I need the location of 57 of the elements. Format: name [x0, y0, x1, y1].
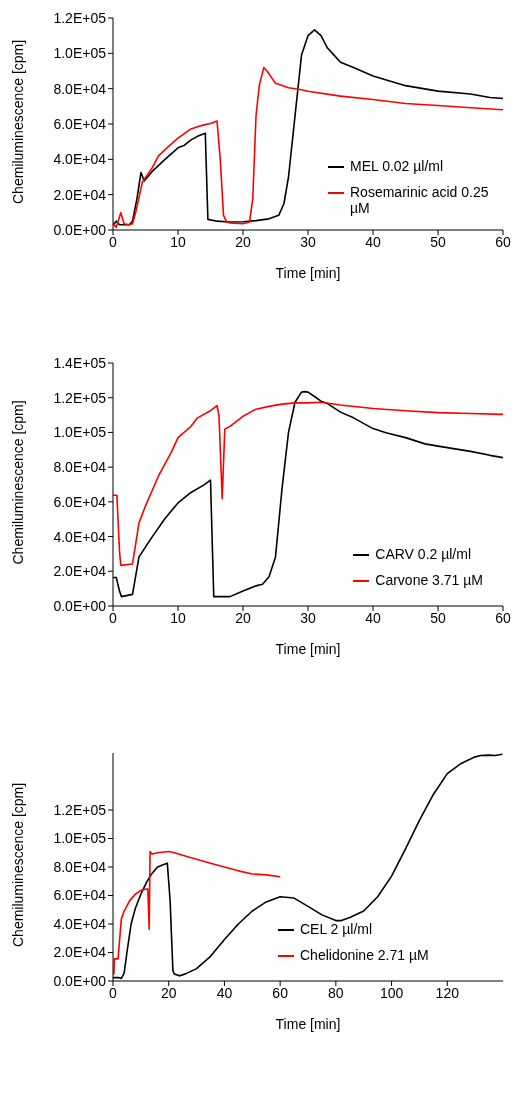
x-tick-label: 50	[430, 233, 446, 250]
y-tick-label: 4.0E+04	[53, 528, 107, 545]
x-tick-label: 20	[235, 609, 251, 626]
y-axis-title: Chemiluminescence [cpm]	[9, 782, 26, 947]
legend-label: MEL 0.02 µl/ml	[350, 158, 444, 174]
x-tick-label: 40	[365, 233, 381, 250]
x-tick-label: 100	[379, 984, 404, 1001]
line-series	[113, 401, 503, 567]
legend-label: Rosemarinic acid 0.25 µM	[350, 184, 490, 216]
y-tick-label: 6.0E+04	[53, 887, 107, 904]
x-tick-label: 60	[495, 609, 511, 626]
x-tick-label: 60	[272, 984, 289, 1001]
y-tick-label: 0.0E+00	[53, 221, 107, 238]
x-tick-label: 30	[300, 233, 316, 250]
x-tick-label: 0	[109, 984, 118, 1001]
x-tick-label: 40	[216, 984, 233, 1001]
y-tick-label: 4.0E+04	[53, 915, 107, 932]
legend-label: CEL 2 µl/ml	[300, 921, 373, 937]
y-tick-label: 8.0E+04	[53, 459, 107, 476]
y-tick-label: 2.0E+04	[53, 944, 107, 961]
x-tick-label: 10	[170, 233, 186, 250]
x-tick-label: 40	[365, 609, 381, 626]
y-tick-label: 1.2E+05	[53, 801, 107, 818]
y-axis-title: Chemiluminescence [cpm]	[9, 400, 26, 565]
y-tick-label: 8.0E+04	[53, 80, 107, 97]
legend-label: Carvone 3.71 µM	[375, 572, 483, 588]
y-tick-label: 1.2E+05	[53, 9, 107, 26]
legend-label: Chelidonine 2.71 µM	[300, 947, 429, 963]
x-axis-title: Time [min]	[275, 1016, 341, 1032]
x-tick-label: 120	[435, 984, 460, 1001]
y-tick-label: 0.0E+00	[53, 972, 107, 989]
x-tick-label: 30	[300, 609, 316, 626]
y-tick-label: 1.4E+05	[53, 354, 107, 371]
y-tick-label: 0.0E+00	[53, 597, 107, 614]
x-tick-label: 80	[328, 984, 344, 1001]
x-tick-label: 0	[109, 233, 118, 250]
x-tick-label: 60	[495, 233, 511, 250]
x-tick-label: 20	[160, 984, 177, 1001]
y-tick-label: 1.2E+05	[53, 389, 107, 406]
y-tick-label: 2.0E+04	[53, 563, 107, 580]
y-tick-label: 1.0E+05	[53, 424, 107, 441]
y-tick-label: 4.0E+04	[53, 151, 107, 168]
x-tick-label: 10	[170, 609, 186, 626]
x-tick-label: 50	[430, 609, 446, 626]
y-axis-title: Chemiluminescence [cpm]	[9, 39, 26, 204]
y-tick-label: 8.0E+04	[53, 858, 107, 875]
y-tick-label: 6.0E+04	[53, 493, 107, 510]
legend-label: CARV 0.2 µl/ml	[375, 546, 472, 562]
y-tick-label: 1.0E+05	[53, 45, 107, 62]
x-tick-label: 0	[109, 609, 118, 626]
x-axis-title: Time [min]	[275, 265, 341, 281]
y-tick-label: 1.0E+05	[53, 830, 107, 847]
line-series	[113, 850, 281, 976]
x-axis-title: Time [min]	[275, 641, 341, 657]
y-tick-label: 6.0E+04	[53, 115, 107, 132]
y-tick-label: 2.0E+04	[53, 186, 107, 203]
x-tick-label: 20	[235, 233, 251, 250]
